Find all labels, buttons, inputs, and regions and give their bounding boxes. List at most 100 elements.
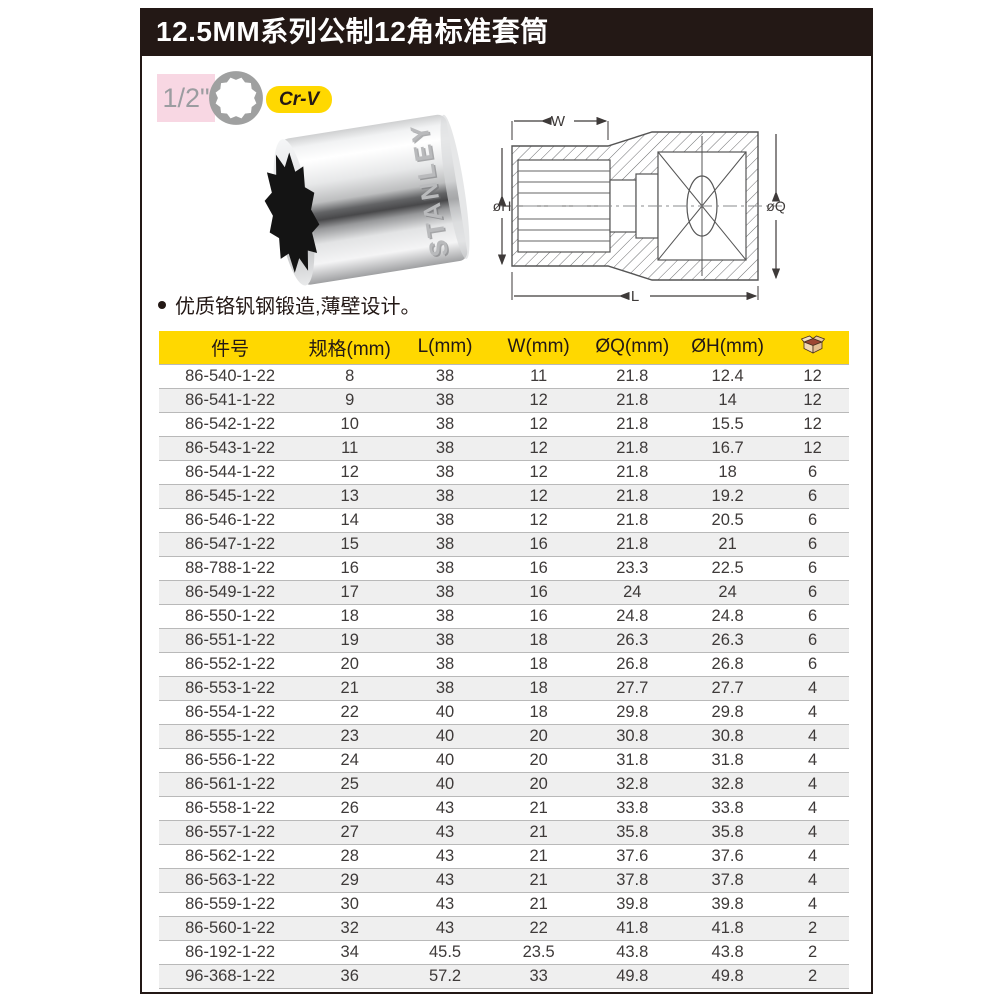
carton-box-icon	[800, 335, 825, 354]
table-cell: 21	[679, 531, 777, 556]
table-cell: 26.3	[679, 627, 777, 652]
col-header-pack-qty	[776, 331, 849, 364]
table-cell: 19.2	[679, 483, 777, 508]
table-cell: 13	[301, 483, 399, 508]
table-cell: 38	[398, 387, 492, 412]
bullet-dot-icon	[158, 300, 166, 309]
table-cell: 11	[301, 435, 399, 460]
table-cell: 21.8	[585, 507, 680, 532]
table-row: 86-550-1-22 18 38 16 24.8 24.8 6	[159, 603, 849, 628]
table-cell: 39.8	[679, 891, 777, 916]
table-cell: 86-562-1-22	[159, 843, 302, 868]
table-cell: 21	[301, 675, 399, 700]
feature-text: 优质铬钒钢锻造,薄壁设计。	[175, 296, 421, 318]
technical-drawing: W øH øQ L	[493, 113, 786, 305]
table-cell: 2	[776, 939, 849, 964]
table-cell: 38	[398, 531, 492, 556]
table-cell: 4	[776, 723, 849, 748]
table-cell: 25	[301, 771, 399, 796]
table-cell: 6	[776, 507, 849, 532]
table-cell: 86-549-1-22	[159, 579, 302, 604]
table-cell: 16	[491, 579, 586, 604]
table-cell: 12	[491, 483, 586, 508]
table-row: 96-368-1-22 36 57.2 33 49.8 49.8 2	[159, 963, 849, 989]
table-cell: 12	[491, 435, 586, 460]
table-cell: 14	[679, 387, 777, 412]
table-cell: 31.8	[679, 747, 777, 772]
table-cell: 21.8	[585, 387, 680, 412]
table-row: 86-192-1-22 34 45.5 23.5 43.8 43.8 2	[159, 939, 849, 964]
table-cell: 21	[491, 867, 586, 892]
spec-table-header: 件号 规格(mm) L(mm) W(mm) ØQ(mm) ØH(mm)	[159, 331, 849, 364]
table-row: 86-547-1-22 15 38 16 21.8 21 6	[159, 531, 849, 556]
table-row: 86-545-1-22 13 38 12 21.8 19.2 6	[159, 483, 849, 508]
table-cell: 18	[679, 459, 777, 484]
col-header-size: 规格(mm)	[301, 331, 399, 364]
table-cell: 43	[398, 915, 492, 940]
table-row: 86-560-1-22 32 43 22 41.8 41.8 2	[159, 915, 849, 940]
table-row: 86-556-1-22 24 40 20 31.8 31.8 4	[159, 747, 849, 772]
table-cell: 20	[491, 723, 586, 748]
table-row: 86-552-1-22 20 38 18 26.8 26.8 6	[159, 651, 849, 676]
table-cell: 4	[776, 771, 849, 796]
table-cell: 4	[776, 819, 849, 844]
table-cell: 21.8	[585, 483, 680, 508]
dim-label-l: L	[631, 288, 639, 305]
table-cell: 4	[776, 867, 849, 892]
table-cell: 12	[776, 363, 849, 388]
table-row: 86-562-1-22 28 43 21 37.6 37.6 4	[159, 843, 849, 868]
table-cell: 18	[491, 699, 586, 724]
table-cell: 17	[301, 579, 399, 604]
table-cell: 22	[491, 915, 586, 940]
table-cell: 38	[398, 363, 492, 388]
feature-bullet: 优质铬钒钢锻造,薄壁设计。	[158, 290, 421, 319]
table-cell: 32.8	[679, 771, 777, 796]
table-cell: 23	[301, 723, 399, 748]
product-photo-socket: STANLEY STANLEY	[264, 114, 470, 286]
table-cell: 22	[301, 699, 399, 724]
table-cell: 28	[301, 843, 399, 868]
table-cell: 37.6	[679, 843, 777, 868]
table-cell: 30	[301, 891, 399, 916]
table-cell: 86-544-1-22	[159, 459, 302, 484]
table-cell: 86-546-1-22	[159, 507, 302, 532]
table-cell: 4	[776, 747, 849, 772]
table-cell: 21	[491, 843, 586, 868]
table-row: 86-555-1-22 23 40 20 30.8 30.8 4	[159, 723, 849, 748]
table-cell: 20	[491, 747, 586, 772]
table-cell: 24	[585, 579, 680, 604]
table-cell: 27.7	[585, 675, 680, 700]
dim-label-w: W	[551, 113, 566, 130]
table-cell: 6	[776, 627, 849, 652]
table-cell: 35.8	[679, 819, 777, 844]
table-cell: 6	[776, 531, 849, 556]
table-cell: 86-543-1-22	[159, 435, 302, 460]
table-cell: 96-368-1-22	[159, 963, 302, 989]
table-cell: 2	[776, 963, 849, 989]
table-cell: 43.8	[585, 939, 680, 964]
table-cell: 12	[491, 507, 586, 532]
table-cell: 86-556-1-22	[159, 747, 302, 772]
table-cell: 4	[776, 795, 849, 820]
table-cell: 16.7	[679, 435, 777, 460]
table-row: 86-553-1-22 21 38 18 27.7 27.7 4	[159, 675, 849, 700]
table-row: 86-546-1-22 14 38 12 21.8 20.5 6	[159, 507, 849, 532]
table-cell: 8	[301, 363, 399, 388]
table-row: 86-551-1-22 19 38 18 26.3 26.3 6	[159, 627, 849, 652]
table-cell: 43	[398, 819, 492, 844]
table-cell: 40	[398, 747, 492, 772]
table-cell: 49.8	[679, 963, 777, 989]
dim-label-q: øQ	[766, 198, 786, 214]
table-cell: 23.3	[585, 555, 680, 580]
table-row: 86-557-1-22 27 43 21 35.8 35.8 4	[159, 819, 849, 844]
table-cell: 9	[301, 387, 399, 412]
table-cell: 21.8	[585, 411, 680, 436]
table-cell: 37.8	[585, 867, 680, 892]
table-cell: 24.8	[679, 603, 777, 628]
material-label: Cr-V	[279, 88, 320, 110]
table-cell: 12	[491, 411, 586, 436]
table-cell: 21	[491, 891, 586, 916]
table-cell: 86-557-1-22	[159, 819, 302, 844]
table-cell: 12	[776, 411, 849, 436]
table-cell: 37.6	[585, 843, 680, 868]
